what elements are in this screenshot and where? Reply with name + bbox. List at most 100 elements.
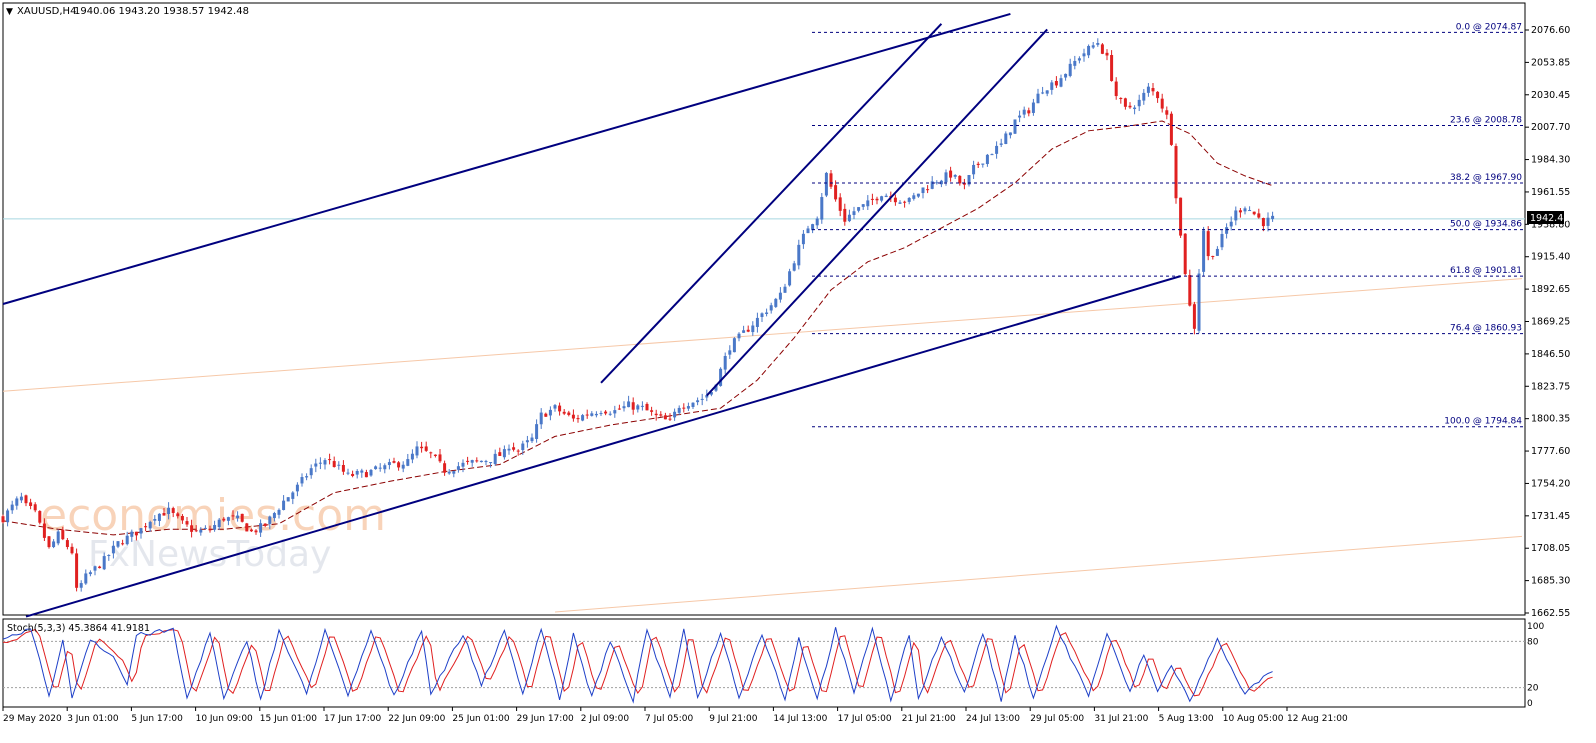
price-tick-label: 1662.55 xyxy=(1531,608,1570,619)
candle-body xyxy=(654,413,658,416)
candle-body xyxy=(1036,93,1040,104)
stoch-axis-label: 80 xyxy=(1527,637,1539,647)
time-tick-label: 3 Jun 01:00 xyxy=(67,714,119,724)
candle-body xyxy=(783,286,787,293)
candle-body xyxy=(778,292,782,300)
time-tick-label: 24 Jul 13:00 xyxy=(966,714,1020,724)
fib-level-label: 38.2 @ 1967.90 xyxy=(1450,173,1522,183)
candle-body xyxy=(24,495,28,504)
candle-body xyxy=(190,525,194,532)
candle-body xyxy=(815,218,819,226)
candle-body xyxy=(429,452,433,454)
candle-body xyxy=(93,566,97,571)
candle-body xyxy=(102,556,106,570)
time-tick-label: 29 Jul 05:00 xyxy=(1030,714,1084,724)
candle-body xyxy=(1202,230,1206,272)
candle-body xyxy=(599,413,603,415)
candle-body xyxy=(521,443,525,451)
candle-body xyxy=(355,471,359,475)
candle-body xyxy=(378,467,382,469)
candle-body xyxy=(203,527,207,529)
candle-body xyxy=(52,541,56,548)
candle-body xyxy=(604,411,608,414)
candle-body xyxy=(907,197,911,202)
candle-body xyxy=(194,530,198,532)
candle-body xyxy=(576,418,580,420)
candle-body xyxy=(272,513,276,519)
candle-body xyxy=(1192,304,1196,329)
candle-body xyxy=(539,412,543,425)
candle-body xyxy=(65,540,69,547)
candle-body xyxy=(1123,98,1127,107)
candle-body xyxy=(590,413,594,416)
candle-body xyxy=(640,405,644,407)
price-tick-label: 1685.30 xyxy=(1531,576,1570,587)
candle-body xyxy=(1188,274,1192,306)
candle-body xyxy=(88,572,92,575)
candle-body xyxy=(645,403,649,411)
time-tick-label: 29 May 2020 xyxy=(3,714,62,724)
candle-body xyxy=(765,312,769,314)
candle-body xyxy=(944,172,948,183)
candle-body xyxy=(691,402,695,407)
candle-body xyxy=(1156,91,1160,99)
candle-body xyxy=(328,459,332,461)
candle-body xyxy=(1064,73,1068,78)
candle-body xyxy=(153,518,157,521)
price-tick-label: 1961.55 xyxy=(1531,187,1570,198)
candle-body xyxy=(498,452,502,456)
candle-body xyxy=(677,407,681,413)
watermark-economies: economies.com xyxy=(40,490,386,541)
candle-body xyxy=(737,333,741,339)
candle-body xyxy=(562,411,566,414)
candle-body xyxy=(866,200,870,207)
candle-body xyxy=(489,462,493,464)
candle-body xyxy=(1137,99,1141,107)
candle-body xyxy=(121,543,125,545)
stochastic-frame[interactable] xyxy=(2,618,1526,708)
fib-level-label: 61.8 @ 1901.81 xyxy=(1450,266,1522,276)
candle-body xyxy=(1050,82,1054,90)
price-tick-label: 1915.40 xyxy=(1531,252,1570,263)
candle-body xyxy=(930,181,934,189)
candle-body xyxy=(838,197,842,211)
candle-body xyxy=(19,496,23,501)
price-tick-label: 1869.25 xyxy=(1531,317,1570,328)
candle-body xyxy=(728,350,732,355)
candle-body xyxy=(608,413,612,415)
stochastic-label: Stoch(5,3,3) 45.3864 41.9181 xyxy=(7,623,150,634)
candle-body xyxy=(1257,213,1261,218)
candle-body xyxy=(797,244,801,266)
candle-body xyxy=(1183,233,1187,275)
channel-lines xyxy=(2,12,1181,618)
main-chart-frame[interactable] xyxy=(2,2,1526,616)
candle-body xyxy=(226,517,230,521)
candle-body xyxy=(1160,98,1164,109)
candle-body xyxy=(364,472,368,478)
candle-body xyxy=(1211,255,1215,257)
candle-body xyxy=(461,462,465,467)
candle-body xyxy=(1174,146,1178,199)
candle-body xyxy=(792,263,796,271)
time-tick-label: 9 Jul 21:00 xyxy=(709,714,758,724)
candle-body xyxy=(976,163,980,165)
candle-body xyxy=(880,196,884,201)
time-tick-label: 14 Jul 13:00 xyxy=(773,714,827,724)
candle-body xyxy=(1252,211,1256,215)
candle-body xyxy=(443,463,447,473)
candle-body xyxy=(512,447,516,450)
candle-body xyxy=(1105,52,1109,56)
candle-body xyxy=(962,182,966,185)
stoch-main-line xyxy=(2,624,1273,704)
price-tick-label: 1777.60 xyxy=(1531,446,1570,457)
candle-body xyxy=(746,329,750,332)
candle-body xyxy=(15,498,19,506)
candle-body xyxy=(673,411,677,418)
candle-body xyxy=(314,463,318,467)
candle-body xyxy=(47,536,51,548)
candle-body xyxy=(351,473,355,476)
candle-body xyxy=(1128,105,1132,108)
candle-body xyxy=(139,528,143,534)
time-tick-label: 10 Aug 05:00 xyxy=(1223,714,1284,724)
candle-body xyxy=(1110,55,1114,81)
